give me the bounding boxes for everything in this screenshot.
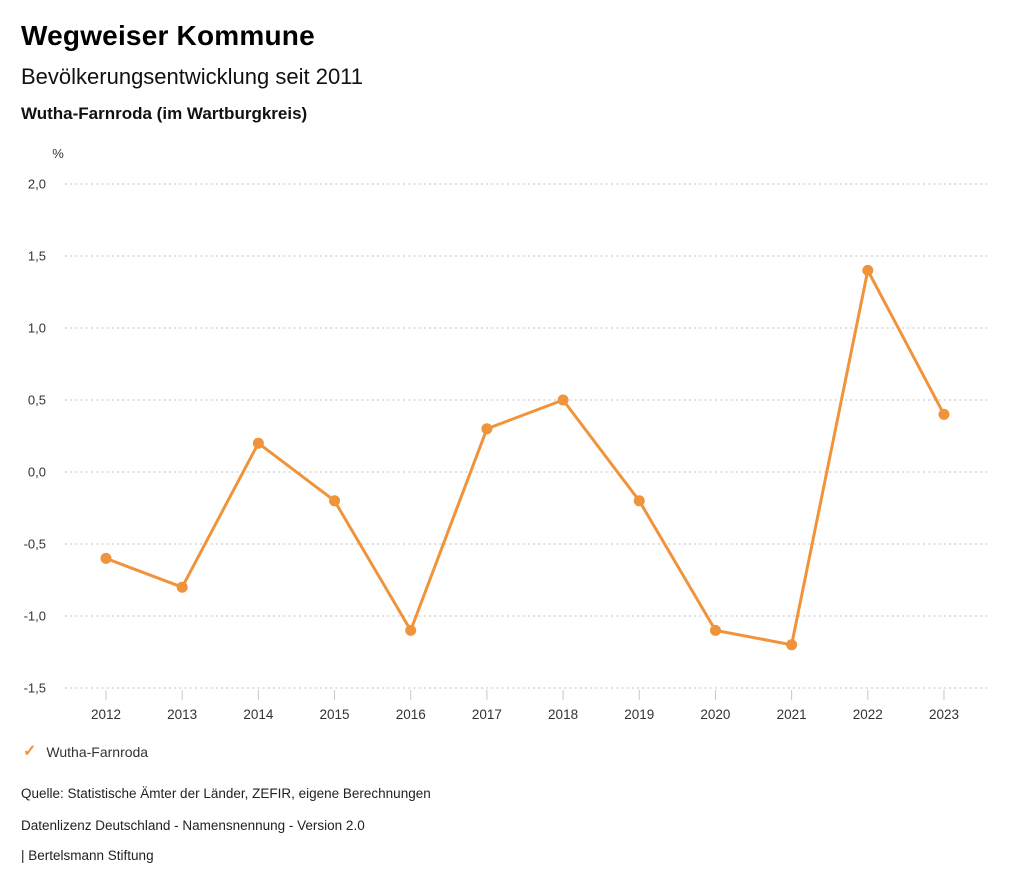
page-title: Wegweiser Kommune bbox=[21, 20, 315, 51]
attribution-text: | Bertelsmann Stiftung bbox=[21, 848, 154, 863]
data-point-marker[interactable] bbox=[786, 639, 798, 651]
y-axis-tick-label: 0,5 bbox=[28, 393, 46, 408]
y-axis-tick-label: 1,5 bbox=[28, 249, 46, 264]
y-axis-tick-label: 2,0 bbox=[28, 177, 46, 192]
x-axis-tick-label: 2015 bbox=[320, 707, 350, 722]
data-point-marker[interactable] bbox=[557, 394, 569, 406]
x-axis-tick-label: 2016 bbox=[396, 707, 426, 722]
y-axis-unit-label: % bbox=[52, 146, 64, 161]
chart-region-title: Wutha-Farnroda (im Wartburgkreis) bbox=[21, 104, 308, 123]
x-axis-tick-label: 2014 bbox=[243, 707, 274, 722]
x-axis-tick-label: 2012 bbox=[91, 707, 121, 722]
x-axis-tick-label: 2020 bbox=[700, 707, 730, 722]
data-point-marker[interactable] bbox=[938, 408, 950, 420]
x-axis-tick-label: 2023 bbox=[929, 707, 959, 722]
x-axis-tick-label: 2022 bbox=[853, 707, 883, 722]
legend-check-icon: ✓ bbox=[23, 743, 37, 760]
y-axis-tick-label: -1,0 bbox=[24, 609, 46, 624]
chart-subtitle: Bevölkerungsentwicklung seit 2011 bbox=[21, 64, 364, 89]
license-text: Datenlizenz Deutschland - Namensnennung … bbox=[21, 818, 365, 833]
x-axis-tick-label: 2021 bbox=[777, 707, 807, 722]
data-point-marker[interactable] bbox=[709, 624, 721, 636]
data-point-marker[interactable] bbox=[633, 495, 645, 507]
x-axis-tick-label: 2017 bbox=[472, 707, 502, 722]
y-axis-tick-label: -0,5 bbox=[24, 537, 46, 552]
x-axis-tick-label: 2019 bbox=[624, 707, 654, 722]
line-chart-svg: % 2,0 1,5 1,0 0,5 0,0 -0,5 -1,0 -1,5 2012 2013 2014… bbox=[24, 146, 990, 722]
data-point-marker[interactable] bbox=[862, 264, 874, 276]
data-point-marker[interactable] bbox=[481, 423, 493, 435]
legend-item-label: Wutha-Farnroda bbox=[46, 744, 149, 760]
legend-item-wutha-farnroda[interactable]: ✓ Wutha-Farnroda bbox=[23, 743, 149, 761]
y-axis-tick-label: 0,0 bbox=[28, 465, 46, 480]
data-point-marker[interactable] bbox=[329, 495, 341, 507]
data-point-marker[interactable] bbox=[252, 437, 264, 449]
series-line bbox=[104, 268, 946, 647]
data-point-marker[interactable] bbox=[100, 552, 112, 564]
x-axis-tick-label: 2018 bbox=[548, 707, 578, 722]
x-axis-tick-label: 2013 bbox=[167, 707, 197, 722]
data-point-marker[interactable] bbox=[405, 624, 417, 636]
y-axis-tick-label: -1,5 bbox=[24, 681, 46, 696]
y-axis-tick-label: 1,0 bbox=[28, 321, 46, 336]
source-text: Quelle: Statistische Ämter der Länder, Z… bbox=[21, 786, 431, 801]
data-point-marker[interactable] bbox=[176, 581, 188, 593]
